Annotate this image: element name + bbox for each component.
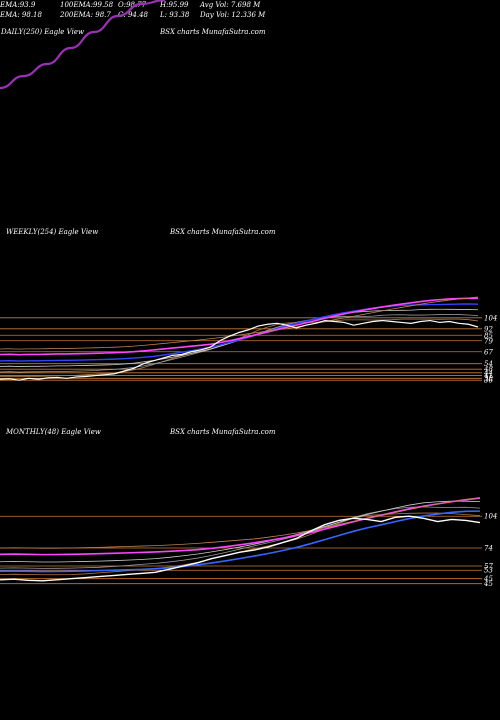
- header-ema-100: 100EMA:99.58: [60, 1, 114, 9]
- weekly-ytick-label: 41: [483, 372, 493, 380]
- weekly-ma-line-3: [0, 303, 479, 362]
- monthly-ma-line-4: [0, 497, 481, 556]
- monthly-ma-line-3: [0, 510, 481, 573]
- header-ema-short: EMA:93.9: [0, 1, 36, 9]
- weekly-ytick-label: 54: [484, 360, 493, 368]
- weekly-ytick-label: 48: [483, 366, 493, 374]
- header-low: L: 93.38: [160, 11, 190, 19]
- weekly-panel-source: BSX charts MunafaSutra.com: [170, 228, 276, 236]
- monthly-ytick-label: 45: [483, 580, 493, 588]
- monthly-ma-line-2: [0, 500, 481, 563]
- weekly-ytick-label: 44: [483, 369, 493, 377]
- monthly-ma-line-1: [0, 506, 481, 569]
- weekly-ytick-label: 38: [484, 375, 493, 383]
- monthly-ytick-label: 74: [484, 545, 493, 553]
- header-avg-vol: Avg Vol: 7.698 M: [200, 1, 261, 9]
- header-close: C: 94.48: [118, 11, 148, 19]
- weekly-ytick-label: 104: [484, 314, 497, 322]
- monthly-panel-title: MONTHLY(48) Eagle View: [6, 428, 101, 436]
- weekly-panel-title: WEEKLY(254) Eagle View: [6, 228, 99, 236]
- weekly-price-line: [0, 319, 479, 381]
- monthly-price-line: [0, 515, 481, 582]
- weekly-ytick-label: 67: [484, 348, 493, 356]
- monthly-ytick-label: 57: [484, 563, 493, 571]
- monthly-ytick-label: 104: [484, 513, 497, 521]
- monthly-ytick-label: 45: [483, 575, 493, 583]
- weekly-ytick-label: 92: [484, 325, 493, 333]
- monthly-panel-source: BSX charts MunafaSutra.com: [170, 428, 276, 436]
- header-high: H:95.99: [160, 1, 189, 9]
- weekly-ytick-label: 85: [484, 332, 493, 340]
- daily-chart: [0, 0, 166, 90]
- header-ema-200: 200EMA: 98.7: [60, 11, 111, 19]
- weekly-ytick-label: 36: [484, 377, 493, 385]
- monthly-ma-line-0: [0, 512, 481, 576]
- header-day-vol: Day Vol: 12.336 M: [200, 11, 266, 19]
- monthly-ma-line-5: [0, 497, 481, 549]
- header-ema-mid: EMA: 98.18: [0, 11, 42, 19]
- monthly-ytick-label: 53: [484, 567, 493, 575]
- weekly-ma-line-4: [0, 297, 479, 356]
- daily-panel-title: DAILY(250) Eagle View: [1, 28, 84, 36]
- daily-panel-source: BSX charts MunafaSutra.com: [160, 28, 266, 36]
- header-open: O:98.77: [118, 1, 147, 9]
- weekly-ytick-label: 79: [484, 337, 493, 345]
- daily-price-line: [0, 0, 166, 90]
- weekly-ma-line-5: [0, 296, 479, 350]
